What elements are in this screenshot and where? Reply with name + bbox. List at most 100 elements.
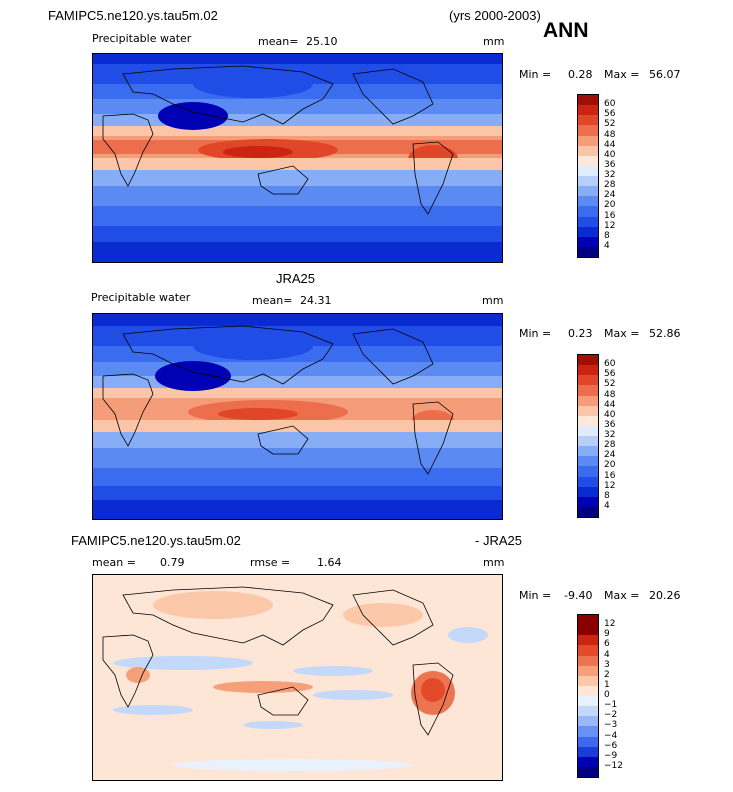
panel2-min-value: 0.23 bbox=[568, 327, 593, 340]
colorbar-label: 12 bbox=[604, 220, 616, 231]
colorbar-swatch bbox=[578, 425, 598, 436]
colorbar-label: 56 bbox=[604, 369, 616, 380]
colorbar-swatch bbox=[578, 446, 598, 457]
colorbar-swatch bbox=[578, 675, 598, 686]
colorbar-swatch bbox=[578, 125, 598, 136]
colorbar-swatch bbox=[578, 456, 598, 467]
panel2-max-value: 52.86 bbox=[649, 327, 681, 340]
colorbar-swatch bbox=[578, 436, 598, 447]
panel3-title-left: FAMIPC5.ne120.ys.tau5m.02 bbox=[71, 533, 241, 548]
colorbar-label: 20 bbox=[604, 460, 616, 471]
panel3-mean-value: 0.79 bbox=[160, 556, 185, 569]
colorbar-swatch bbox=[578, 105, 598, 116]
colorbar-swatch bbox=[578, 756, 598, 767]
panel1-mean-label: mean= bbox=[258, 35, 299, 48]
panel2-variable: Precipitable water bbox=[91, 291, 191, 304]
colorbar-swatch bbox=[578, 196, 598, 207]
colorbar-label: −12 bbox=[604, 760, 623, 771]
colorbar-label: 60 bbox=[604, 359, 616, 370]
colorbar-swatch bbox=[578, 655, 598, 666]
colorbar-swatch bbox=[578, 625, 598, 636]
panel1-mean-value: 25.10 bbox=[306, 35, 338, 48]
colorbar-swatch bbox=[578, 746, 598, 757]
panel3-min-label: Min = bbox=[519, 589, 552, 602]
panel3-mean-label: mean = bbox=[92, 556, 136, 569]
colorbar-swatch bbox=[578, 466, 598, 477]
colorbar-label: 3 bbox=[604, 659, 610, 670]
panel3-units: mm bbox=[483, 556, 505, 569]
colorbar-label: −2 bbox=[604, 710, 618, 721]
panel1-max-value: 56.07 bbox=[649, 68, 681, 81]
colorbar-label: 56 bbox=[604, 109, 616, 120]
panel3-title-right: - JRA25 bbox=[475, 533, 522, 548]
panel1-max-label: Max = bbox=[604, 68, 640, 81]
panel1-min-value: 0.28 bbox=[568, 68, 593, 81]
colorbar-swatch bbox=[578, 216, 598, 227]
years-label: (yrs 2000-2003) bbox=[449, 8, 541, 23]
panel3-colorbar bbox=[577, 614, 599, 778]
colorbar-swatch bbox=[578, 415, 598, 426]
colorbar-swatch bbox=[578, 226, 598, 237]
colorbar-swatch bbox=[578, 365, 598, 376]
colorbar-swatch bbox=[578, 165, 598, 176]
colorbar-swatch bbox=[578, 726, 598, 737]
colorbar-label: 8 bbox=[604, 490, 610, 501]
colorbar-label: 44 bbox=[604, 139, 616, 150]
colorbar-swatch bbox=[578, 206, 598, 217]
panel2-mean-value: 24.31 bbox=[300, 294, 332, 307]
panel3-map-field bbox=[93, 575, 502, 780]
colorbar-label: 48 bbox=[604, 389, 616, 400]
season-label: ANN bbox=[543, 19, 589, 42]
colorbar-label: 32 bbox=[604, 170, 616, 180]
colorbar-swatch bbox=[578, 506, 598, 517]
panel2-min-label: Min = bbox=[519, 327, 552, 340]
colorbar-swatch bbox=[578, 766, 598, 777]
panel3-map bbox=[92, 574, 503, 781]
panel3-max-value: 20.26 bbox=[649, 589, 681, 602]
colorbar-swatch bbox=[578, 246, 598, 257]
colorbar-swatch bbox=[578, 95, 598, 106]
colorbar-swatch bbox=[578, 645, 598, 656]
colorbar-label: 9 bbox=[604, 629, 610, 640]
panel2-map bbox=[92, 313, 503, 520]
colorbar-swatch bbox=[578, 736, 598, 747]
colorbar-label: −1 bbox=[604, 700, 618, 711]
colorbar-swatch bbox=[578, 236, 598, 247]
colorbar-label: 0 bbox=[604, 690, 610, 700]
panel1-map bbox=[92, 53, 503, 263]
colorbar-label: −9 bbox=[604, 750, 618, 761]
colorbar-swatch bbox=[578, 186, 598, 197]
panel1-colorbar bbox=[577, 94, 599, 258]
colorbar-label: 8 bbox=[604, 230, 610, 241]
colorbar-label: 36 bbox=[604, 419, 616, 430]
colorbar-label: 52 bbox=[604, 119, 616, 130]
colorbar-label: 12 bbox=[604, 480, 616, 491]
colorbar-label: 60 bbox=[604, 99, 616, 110]
panel1-variable: Precipitable water bbox=[92, 32, 192, 45]
panel3-max-label: Max = bbox=[604, 589, 640, 602]
colorbar-swatch bbox=[578, 145, 598, 156]
panel2-colorbar bbox=[577, 354, 599, 518]
colorbar-swatch bbox=[578, 375, 598, 386]
colorbar-swatch bbox=[578, 395, 598, 406]
colorbar-swatch bbox=[578, 615, 598, 626]
colorbar-label: 32 bbox=[604, 430, 616, 440]
panel1-min-label: Min = bbox=[519, 68, 552, 81]
panel2-title: JRA25 bbox=[276, 271, 316, 286]
colorbar-swatch bbox=[578, 135, 598, 146]
panel1-units: mm bbox=[483, 35, 505, 48]
colorbar-swatch bbox=[578, 716, 598, 727]
colorbar-swatch bbox=[578, 115, 598, 126]
colorbar-label: 1 bbox=[604, 679, 610, 690]
colorbar-label: 16 bbox=[604, 210, 616, 221]
colorbar-swatch bbox=[578, 685, 598, 696]
colorbar-swatch bbox=[578, 385, 598, 396]
case-title: FAMIPC5.ne120.ys.tau5m.02 bbox=[48, 8, 218, 23]
panel3-min-value: -9.40 bbox=[564, 589, 593, 602]
panel2-map-field bbox=[93, 314, 502, 519]
panel2-mean-label: mean= bbox=[252, 294, 293, 307]
colorbar-swatch bbox=[578, 476, 598, 487]
colorbar-label: 4 bbox=[604, 500, 610, 511]
colorbar-label: 36 bbox=[604, 159, 616, 170]
colorbar-label: 24 bbox=[604, 450, 616, 461]
